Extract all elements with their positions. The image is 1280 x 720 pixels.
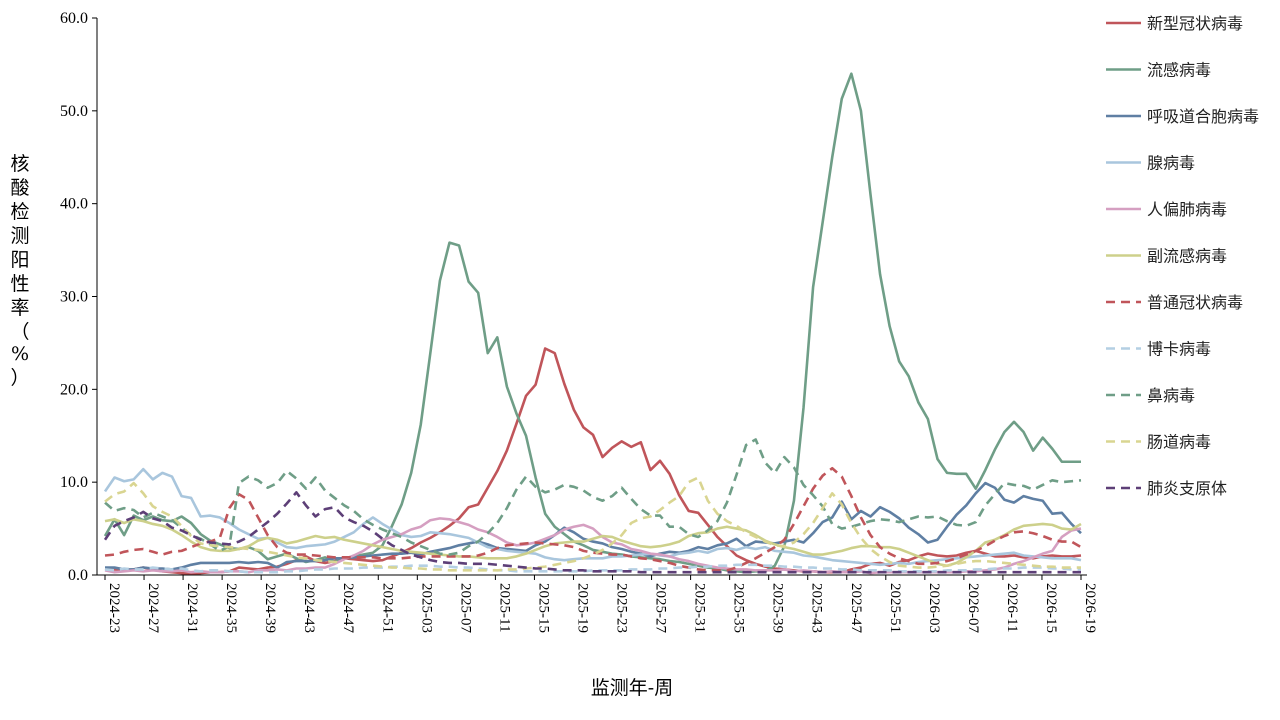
x-tick-label: 2026-03 (926, 583, 942, 633)
x-tick-label: 2024-39 (262, 583, 278, 633)
legend-label: 腺病毒 (1147, 154, 1195, 173)
legend: 新型冠状病毒流感病毒呼吸道合胞病毒腺病毒人偏肺病毒副流感病毒普通冠状病毒博卡病毒… (1106, 14, 1259, 498)
y-tick-label: 50.0 (60, 103, 88, 120)
y-tick-label: 30.0 (60, 289, 88, 306)
series-line-11 (103, 491, 1081, 574)
x-tick-label: 2024-43 (301, 583, 317, 633)
x-tick-label: 2024-31 (184, 583, 200, 633)
legend-label: 新型冠状病毒 (1147, 14, 1243, 33)
series-line-7 (104, 466, 1082, 572)
x-tick-label: 2025-23 (614, 583, 630, 633)
x-tick-label: 2026-11 (1004, 583, 1020, 632)
y-tick-label: 0.0 (68, 567, 88, 584)
x-tick-label: 2025-43 (809, 583, 825, 633)
series-line-10 (104, 476, 1081, 572)
legend-label: 人偏肺病毒 (1147, 200, 1227, 219)
legend-label: 肠道病毒 (1147, 433, 1211, 452)
y-tick-label: 10.0 (60, 474, 88, 491)
legend-label: 鼻病毒 (1147, 386, 1195, 405)
legend-label: 副流感病毒 (1147, 247, 1227, 266)
y-axis-label: 核酸检测阳性率（%） (10, 153, 29, 389)
series-line-9 (104, 438, 1082, 556)
y-axis: 0.0 10.0 20.0 30.0 40.0 50.0 60.0 (60, 10, 98, 584)
x-tick-label: 2024-35 (223, 583, 239, 633)
x-tick-label: 2026-19 (1082, 583, 1098, 633)
series-lines (103, 72, 1082, 575)
series-line-2 (103, 72, 1081, 574)
legend-label: 博卡病毒 (1147, 340, 1211, 359)
x-tick-label: 2026-15 (1043, 583, 1059, 633)
x-tick-label: 2025-47 (848, 583, 864, 633)
x-axis: 2024-23 2024-27 2024-31 2024-35 2024-39 2024-… (97, 574, 1098, 633)
x-tick-label: 2026-07 (965, 583, 981, 633)
x-tick-label: 2024-23 (106, 583, 122, 633)
x-tick-label: 2024-47 (340, 583, 356, 633)
legend-label: 肺炎支原体 (1147, 479, 1227, 498)
y-tick-label: 40.0 (60, 196, 88, 213)
series-line-3 (105, 481, 1082, 571)
legend-label: 普通冠状病毒 (1147, 293, 1243, 312)
x-tick-label: 2024-51 (379, 583, 395, 633)
x-tick-label: 2025-03 (418, 583, 434, 633)
x-tick-label: 2025-35 (731, 583, 747, 633)
x-tick-label: 2025-27 (653, 583, 669, 633)
x-tick-label: 2025-15 (535, 583, 551, 633)
x-tick-label: 2025-31 (692, 583, 708, 633)
x-axis-label: 监测年-周 (591, 677, 673, 699)
x-tick-label: 2025-11 (496, 583, 512, 632)
x-tick-label: 2025-19 (574, 583, 590, 633)
series-line-8 (104, 563, 1081, 574)
legend-label: 呼吸道合胞病毒 (1147, 107, 1259, 126)
legend-label: 流感病毒 (1147, 61, 1211, 80)
y-tick-label: 60.0 (60, 10, 88, 27)
x-tick-label: 2025-51 (887, 583, 903, 633)
x-tick-label: 2025-07 (457, 583, 473, 633)
y-tick-label: 20.0 (60, 381, 88, 398)
x-tick-label: 2025-39 (770, 583, 786, 633)
series-line-6 (104, 518, 1082, 568)
x-tick-label: 2024-27 (145, 583, 161, 633)
